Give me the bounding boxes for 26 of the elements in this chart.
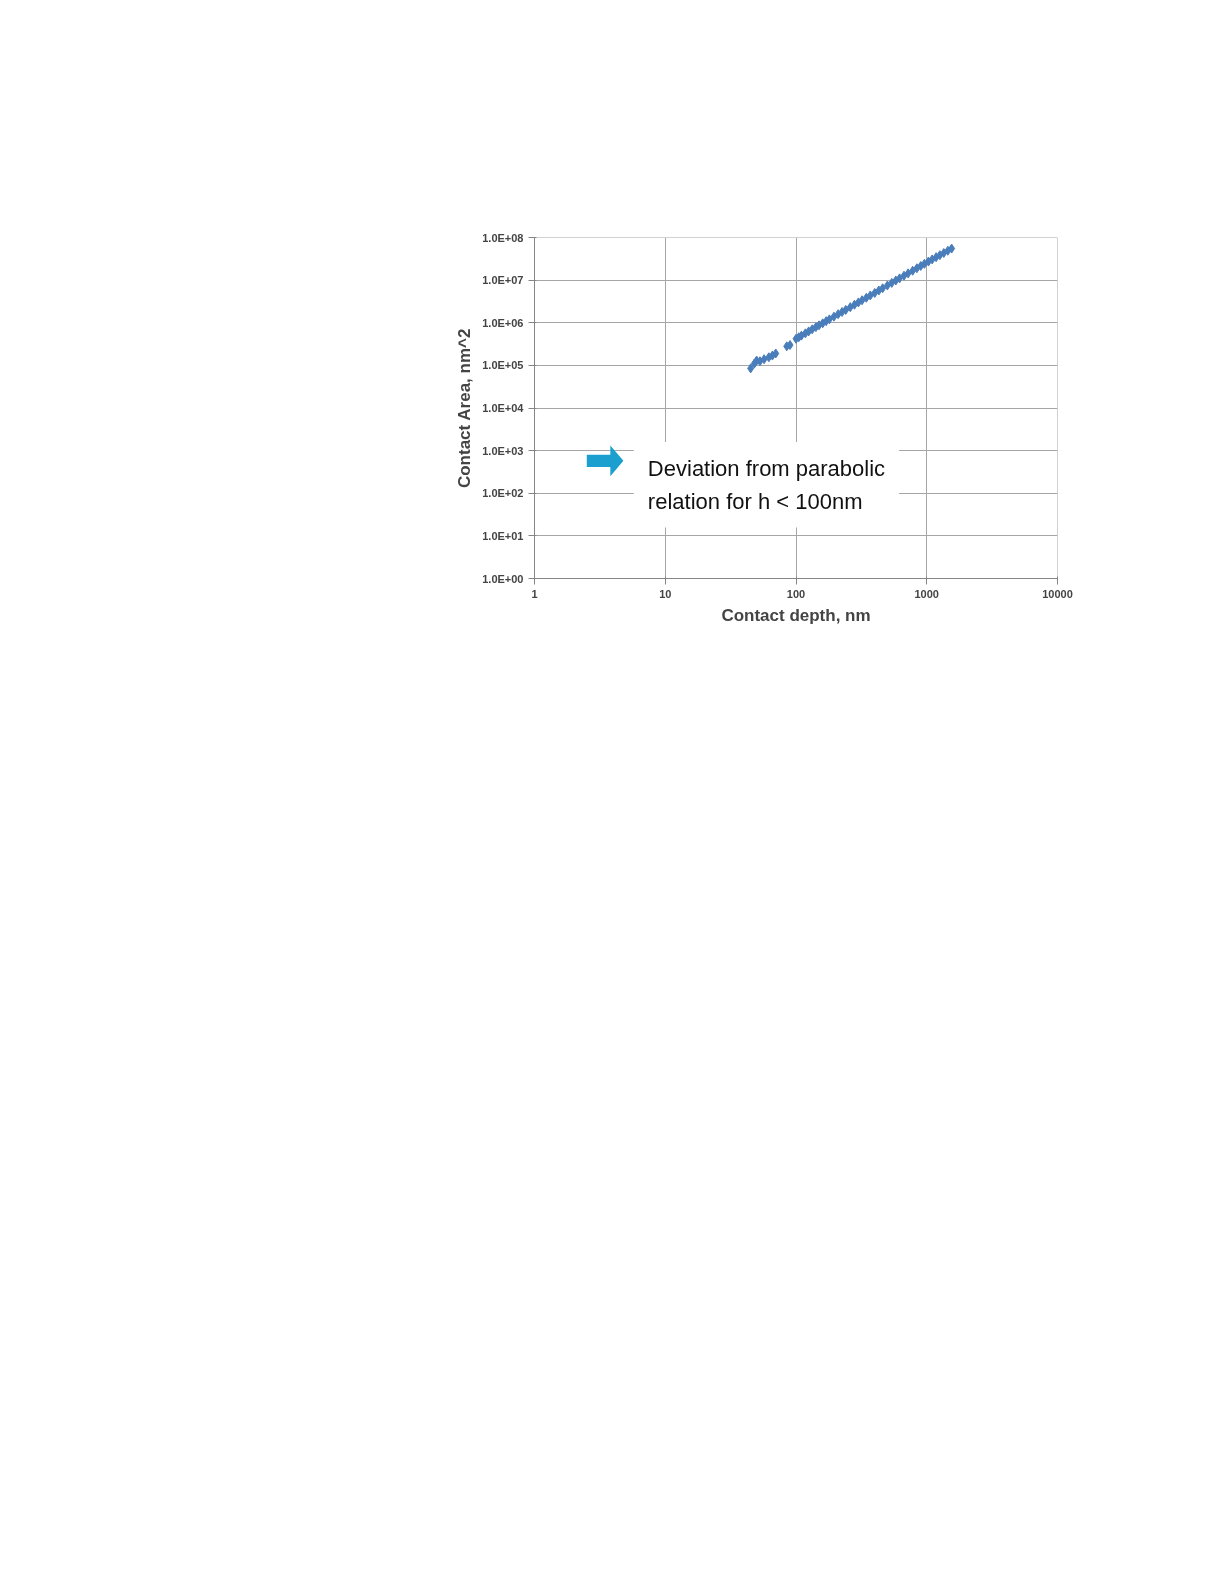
x-tick-label: 10: [659, 587, 672, 600]
point: [948, 243, 956, 254]
point: [846, 302, 854, 313]
annotation: Deviation from parabolic relation for h < 100nm: [647, 456, 886, 514]
point: [866, 290, 874, 301]
y-tick-label: 1.0E+03: [482, 444, 524, 457]
y-tick-label: 1.0E+04: [482, 402, 525, 414]
y-tick-label: 1.0E+01: [482, 529, 524, 542]
point: [760, 354, 768, 365]
y-axis-title: Contact Area, nm^2: [455, 328, 475, 489]
x-tick-label: 1: [531, 587, 538, 600]
x-axis-title: Contact depth, nm: [721, 605, 871, 625]
point: [858, 295, 866, 306]
y-tick-label: 1.0E+06: [482, 316, 524, 329]
x-tick-label: 10000: [1042, 587, 1073, 600]
y-tick-label: 1.0E+05: [482, 359, 524, 372]
point: [904, 268, 912, 279]
y-tick-label: 1.0E+07: [482, 274, 524, 287]
point: [772, 348, 780, 359]
y-tick-label: 1.0E+02: [482, 487, 524, 500]
y-tick-label: 1.0E+08: [482, 231, 524, 244]
x-tick-label: 1000: [914, 587, 939, 600]
y-tick-label: 1.0E+00: [482, 572, 524, 585]
point: [879, 283, 887, 294]
x-tick-label: 100: [786, 587, 806, 600]
point: [883, 280, 891, 291]
